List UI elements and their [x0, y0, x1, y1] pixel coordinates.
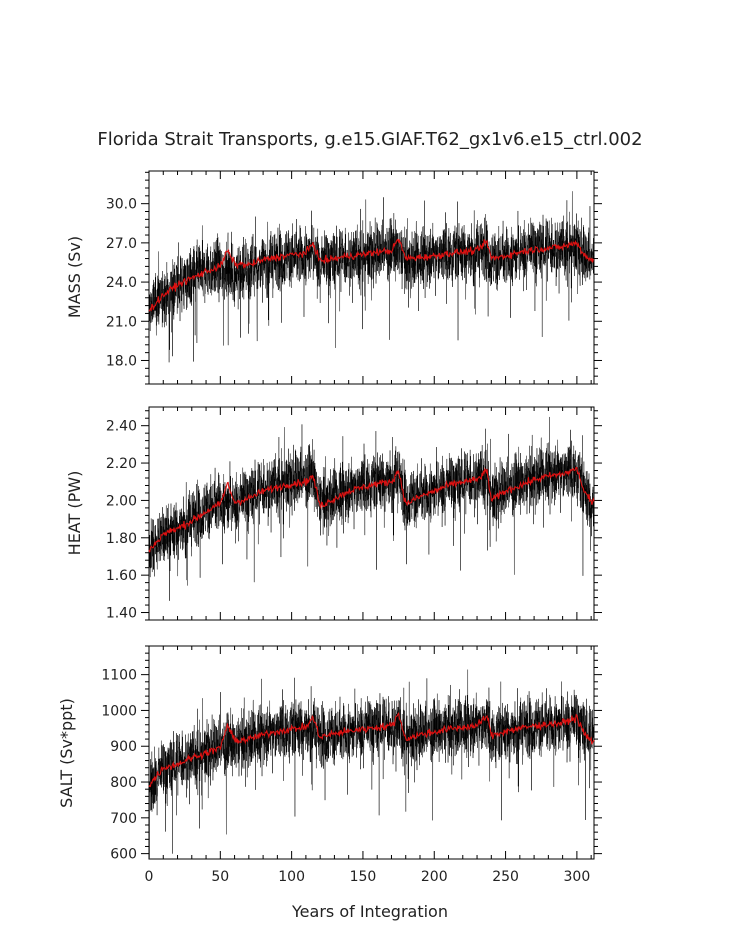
y-tick-label: 24.0: [106, 275, 137, 291]
x-tick-label: 50: [211, 869, 229, 885]
y-tick-label: 21.0: [106, 314, 137, 330]
y-tick-label: 18.0: [106, 353, 137, 369]
panel-salt: 0 50 100 150 200 250 300 600 700 800 900 1000 1100 S…: [57, 645, 602, 885]
smoothed-series-mass: [148, 238, 595, 312]
y-tick-label: 700: [110, 811, 137, 827]
xlabel: Years of Integration: [291, 902, 448, 921]
ylabel-heat: HEAT (PW): [65, 471, 84, 556]
raw-series-heat: [148, 416, 595, 601]
y-tick-label: 1000: [101, 703, 137, 719]
raw-series-line: [148, 669, 595, 858]
ticks-salt: 0 50 100 150 200 250 300 600 700 800 900 1000 1100: [101, 645, 602, 885]
y-tick-label: 800: [110, 775, 137, 791]
plot-frame-heat: [148, 406, 595, 621]
ylabel-salt: SALT (Sv*ppt): [57, 698, 76, 808]
y-tick-label: 2.00: [106, 493, 137, 509]
x-tick-label: 300: [564, 869, 591, 885]
y-tick-label: 1.40: [106, 606, 137, 622]
y-tick-label: 27.0: [106, 236, 137, 252]
smoothed-series-salt: [148, 711, 595, 788]
smoothed-series-heat: [148, 466, 595, 553]
ticks-heat: 1.40 1.60 1.80 2.00 2.20 2.40: [106, 407, 602, 622]
x-tick-label: 200: [421, 869, 448, 885]
gridless-ticks-mass: 18.0 21.0 24.0 27.0 30.0: [106, 171, 602, 385]
x-tick-label: 150: [350, 869, 377, 885]
y-tick-label: 900: [110, 739, 137, 755]
smoothed-series-line: [148, 238, 595, 312]
plot-frame-salt: [148, 645, 595, 860]
chart-title: Florida Strait Transports, g.e15.GIAF.T6…: [97, 129, 642, 150]
y-tick-label: 600: [110, 847, 137, 863]
panel-mass: 18.0 21.0 24.0 27.0 30.0 MASS (Sv): [65, 170, 602, 385]
x-tick-label: 250: [492, 869, 519, 885]
y-tick-label: 2.20: [106, 456, 137, 472]
raw-series-line: [148, 191, 595, 363]
y-tick-label: 1.60: [106, 568, 137, 584]
smoothed-series-line: [148, 466, 595, 553]
y-tick-label: 1100: [101, 668, 137, 684]
y-tick-label: 30.0: [106, 197, 137, 213]
ylabel-mass: MASS (Sv): [65, 236, 84, 318]
smoothed-series-line: [148, 711, 595, 788]
y-tick-label: 1.80: [106, 531, 137, 547]
y-tick-label: 2.40: [106, 419, 137, 435]
raw-series-mass: [148, 191, 595, 363]
x-tick-label: 100: [278, 869, 305, 885]
x-tick-label: 0: [145, 869, 154, 885]
raw-series-line: [148, 416, 595, 601]
panel-heat: 1.40 1.60 1.80 2.00 2.20 2.40 HEAT (PW): [65, 406, 602, 622]
raw-series-salt: [148, 669, 595, 858]
